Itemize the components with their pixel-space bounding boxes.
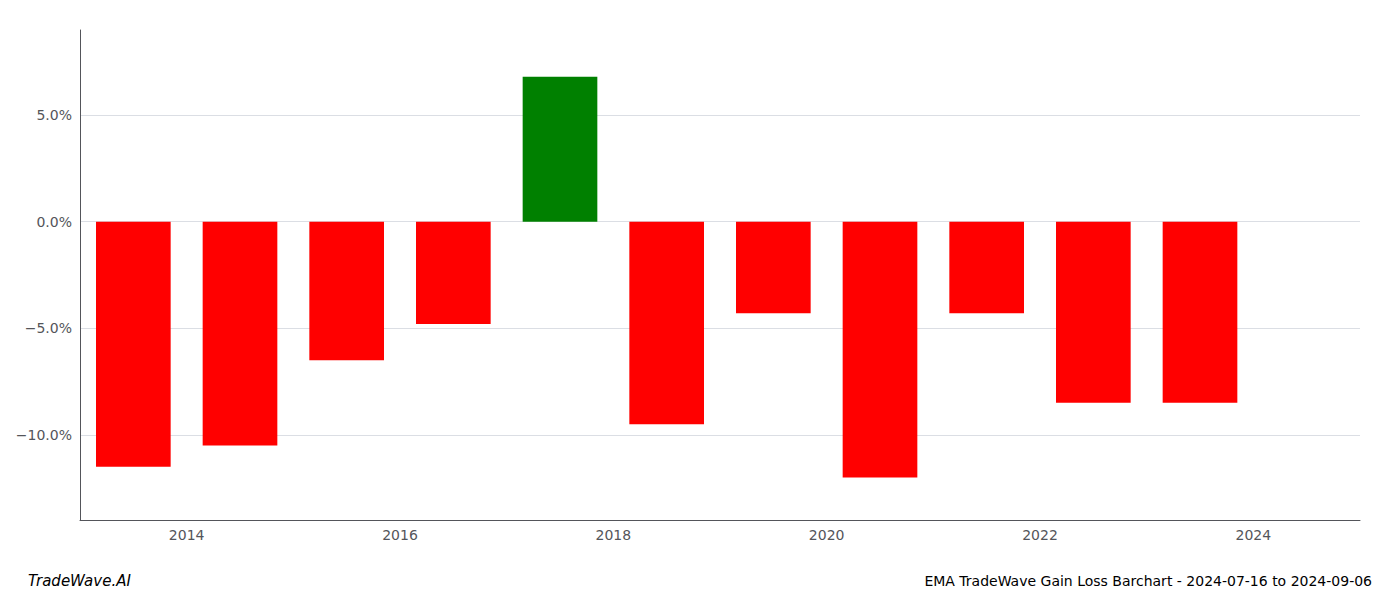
svg-text:2016: 2016	[382, 527, 418, 543]
svg-text:−10.0%: −10.0%	[16, 427, 72, 443]
svg-text:2020: 2020	[809, 527, 845, 543]
svg-text:2014: 2014	[169, 527, 205, 543]
svg-text:2024: 2024	[1236, 527, 1272, 543]
svg-text:5.0%: 5.0%	[36, 107, 72, 123]
svg-text:−5.0%: −5.0%	[25, 320, 72, 336]
svg-text:EMA TradeWave Gain Loss Barcha: EMA TradeWave Gain Loss Barchart - 2024-…	[924, 573, 1372, 589]
svg-text:2022: 2022	[1022, 527, 1058, 543]
svg-text:TradeWave.AI: TradeWave.AI	[28, 572, 131, 590]
svg-text:0.0%: 0.0%	[36, 214, 72, 230]
svg-text:2018: 2018	[596, 527, 632, 543]
